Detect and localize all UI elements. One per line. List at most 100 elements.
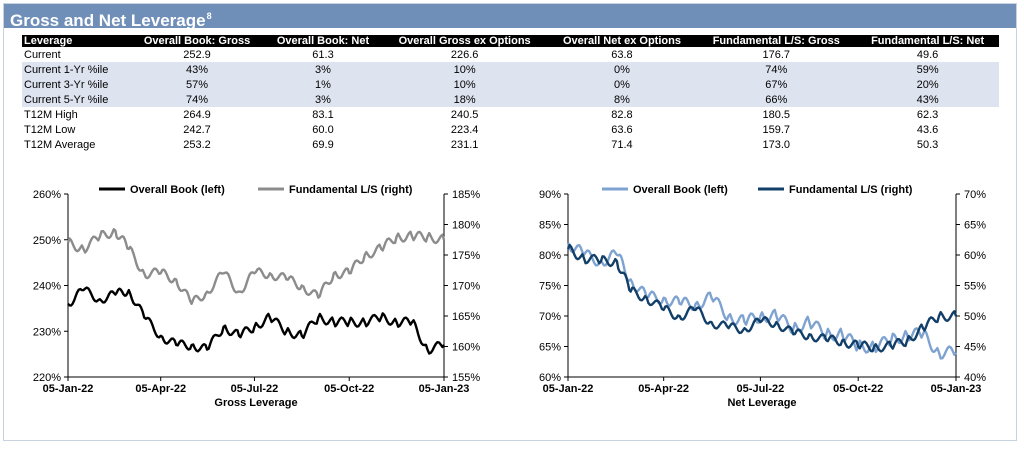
table-row: T12M Low 242.7 60.0 223.4 63.6 159.7 43.6 [22,122,999,137]
table-cell: 3% [264,62,382,77]
table-cell: 60.0 [312,123,334,136]
table-cell: 8% [547,92,697,107]
table-cell: 74% [129,92,265,107]
left-tick-label: 240% [33,281,61,293]
table-cell: 10% [381,62,548,77]
row-label: Current 3-Yr %ile [22,77,130,92]
right-tick-label: 160% [452,342,480,354]
x-tick-label: 05-Jul-22 [231,383,279,395]
left-tick-label: 85% [539,220,561,232]
legend-label: Overall Book (left) [130,184,225,196]
left-tick-label: 260% [33,189,61,201]
table-row: Current 3-Yr %ile 57% 1% 10% 0% 67% 20% [22,77,999,92]
table-cell: 226.6 [450,48,479,61]
right-tick-label: 185% [452,189,480,201]
left-tick-label: 90% [539,189,561,201]
table-cell: 63.8 [611,48,633,61]
table-row: T12M Average 253.2 69.9 231.1 71.4 173.0 50.3 [22,137,999,152]
table-cell: 43.6 [916,123,939,136]
table-cell: 43% [129,62,265,77]
x-tick-label: 05-Apr-22 [638,383,689,395]
table-cell: 253.2 [183,138,211,151]
left-tick-label: 75% [539,281,561,293]
table-row: Current 1-Yr %ile 43% 3% 10% 0% 74% 59% [22,62,999,77]
table-cell: 57% [129,77,265,92]
table-cell: 59% [856,62,999,77]
table-cell: 69.9 [312,138,334,151]
right-tick-label: 55% [964,281,986,293]
row-label: T12M High [24,108,78,121]
table-cell: 50.3 [916,138,939,151]
right-tick-label: 155% [452,372,480,384]
table-cell: 173.0 [762,138,791,151]
table-cell: 0% [547,62,697,77]
table-cell: 71.4 [611,138,633,151]
row-label: Current [24,48,61,61]
right-tick-label: 60% [964,250,986,262]
right-tick-label: 50% [964,311,986,323]
table-cell: 49.6 [916,48,939,61]
left-tick-label: 220% [33,372,61,384]
x-axis-title: Net Leverage [727,397,796,409]
table-cell: 10% [381,77,548,92]
title-footnote: 8 [206,11,212,21]
table-cell: 83.1 [312,108,334,121]
x-tick-label: 05-Jan-23 [931,383,982,395]
left-tick-label: 230% [33,326,61,338]
right-tick-label: 40% [964,372,986,384]
table-cell: 18% [381,92,548,107]
table-row: T12M High 264.9 83.1 240.5 82.8 180.5 62.3 [22,107,999,122]
table-cell: 63.6 [611,123,633,136]
table-cell: 62.3 [916,108,939,121]
left-tick-label: 70% [539,311,561,323]
column-header: Fundamental L/S: Net [856,35,999,47]
table-body: Current 252.9 61.3 226.6 63.8 176.7 49.6 Curren… [22,47,999,152]
x-tick-label: 05-Jan-22 [543,383,594,395]
table-cell: 74% [696,62,857,77]
x-tick-label: 05-Jan-23 [419,383,470,395]
right-tick-label: 165% [452,311,480,323]
table-header-row: Leverage Overall Book: Gross Overall Book:… [22,35,999,47]
column-header: Overall Book: Net [264,35,382,47]
legend-label: Overall Book (left) [633,184,728,196]
table-cell: 20% [856,77,999,92]
table-cell: 3% [264,92,382,107]
x-tick-label: 05-Oct-22 [833,383,883,395]
left-tick-label: 65% [539,342,561,354]
table-cell: 0% [547,77,697,92]
row-label: T12M Average [24,138,96,151]
table-cell: 242.7 [183,123,211,136]
net-leverage-chart: 60% 65% 70% 75% 80% 85% 90% 40% 45% 50% 55% 60% 65% 7… [539,184,986,409]
table-cell: 176.7 [762,48,791,61]
x-tick-label: 05-Apr-22 [135,383,186,395]
title-text: Gross and Net Leverage [10,11,206,30]
table-cell: 180.5 [762,108,791,121]
right-tick-label: 175% [452,250,480,262]
x-axis-title: Gross Leverage [214,397,297,409]
legend-label: Fundamental L/S (right) [789,184,913,196]
table-cell: 252.9 [183,48,211,61]
row-label: Current 5-Yr %ile [22,92,130,107]
column-header: Overall Book: Gross [129,35,265,47]
gross-leverage-chart: 220% 230% 240% 250% 260% 155% 160% 165% 170% 175%… [33,184,480,409]
right-tick-label: 45% [964,342,986,354]
table-cell: 67% [696,77,857,92]
right-tick-label: 65% [964,220,986,232]
table-cell: 264.9 [183,108,211,121]
series-line-fundamental-ls [566,243,958,353]
column-header: Fundamental L/S: Gross [696,35,857,47]
table-cell: 1% [264,77,382,92]
table-cell: 240.5 [450,108,479,121]
column-header: Leverage [22,35,130,47]
table-cell: 82.8 [611,108,633,121]
x-tick-label: 05-Oct-22 [324,383,374,395]
x-tick-label: 05-Jan-22 [43,383,94,395]
table-cell: 159.7 [762,123,791,136]
left-tick-label: 80% [539,250,561,262]
series-line-fundamental-ls [66,228,446,306]
table-row: Current 5-Yr %ile 74% 3% 18% 8% 66% 43% [22,92,999,107]
table-cell: 66% [696,92,857,107]
table-cell: 231.1 [450,138,479,151]
panel-title: Gross and Net Leverage8 [4,4,1016,30]
row-label: T12M Low [24,123,76,136]
